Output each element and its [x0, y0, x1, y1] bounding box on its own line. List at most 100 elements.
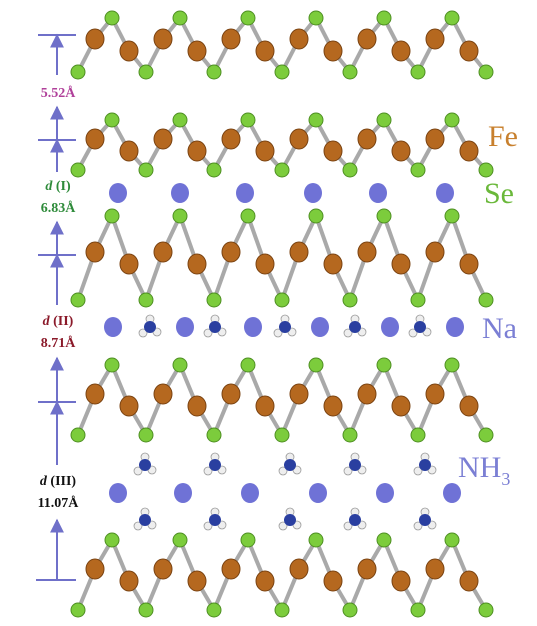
structure-diagram: 5.52Å d (I) 6.83Å d (II) 8.71Å d (III) 1…: [0, 0, 537, 626]
fe-atom: [86, 29, 104, 49]
se-atom: [173, 11, 187, 25]
fe-atom: [392, 396, 410, 416]
se-atom: [275, 603, 289, 617]
n-atom: [414, 321, 426, 333]
fe-atom: [426, 384, 444, 404]
fe-atom: [358, 384, 376, 404]
se-atom: [207, 428, 221, 442]
fe-atom: [290, 29, 308, 49]
n-atom: [139, 514, 151, 526]
fe-atom: [222, 242, 240, 262]
se-atom: [139, 603, 153, 617]
n-atom: [209, 514, 221, 526]
n-atom: [349, 514, 361, 526]
na-atom: [309, 483, 327, 503]
se-atom: [71, 163, 85, 177]
fe-atom: [426, 129, 444, 149]
se-atom: [207, 65, 221, 79]
atoms: [71, 11, 493, 617]
spacing-label: d (II): [43, 314, 74, 329]
fe-atom: [324, 41, 342, 61]
fe-atom: [222, 384, 240, 404]
n-atom: [419, 459, 431, 471]
se-atom: [105, 113, 119, 127]
se-atom: [139, 163, 153, 177]
subscript: 3: [501, 469, 510, 489]
na-atom: [174, 483, 192, 503]
fe-atom: [290, 559, 308, 579]
spacing-value: 8.71Å: [41, 335, 77, 351]
fe-atom: [324, 571, 342, 591]
na-atom: [304, 183, 322, 203]
se-atom: [445, 209, 459, 223]
na-atom: [369, 183, 387, 203]
se-atom: [71, 603, 85, 617]
n-atom: [284, 514, 296, 526]
se-atom: [377, 113, 391, 127]
n-atom: [284, 459, 296, 471]
fe-atom: [392, 254, 410, 274]
se-atom: [241, 11, 255, 25]
se-atom: [139, 293, 153, 307]
n-atom: [279, 321, 291, 333]
se-atom: [411, 65, 425, 79]
na-atom: [446, 317, 464, 337]
se-atom: [139, 65, 153, 79]
fe-atom: [154, 29, 172, 49]
fe-atom: [188, 141, 206, 161]
na-atom: [236, 183, 254, 203]
se-atom: [309, 11, 323, 25]
fe-atom: [460, 41, 478, 61]
fe-atom: [154, 559, 172, 579]
fe-atom: [120, 571, 138, 591]
fe-atom: [290, 129, 308, 149]
legend-se: Se: [484, 177, 514, 210]
se-atom: [105, 11, 119, 25]
se-atom: [445, 358, 459, 372]
index: (III): [50, 474, 76, 489]
fe-atom: [86, 384, 104, 404]
se-atom: [241, 113, 255, 127]
se-atom: [275, 65, 289, 79]
fe-atom: [188, 254, 206, 274]
fe-atom: [256, 396, 274, 416]
fe-atom: [86, 559, 104, 579]
fe-atom: [460, 141, 478, 161]
spacing-value: 11.07Å: [38, 495, 80, 511]
fe-atom: [426, 559, 444, 579]
se-atom: [105, 533, 119, 547]
se-atom: [207, 603, 221, 617]
se-atom: [309, 209, 323, 223]
spacing-label: d (I): [45, 179, 71, 194]
formula: NH: [458, 451, 501, 484]
fe-atom: [154, 242, 172, 262]
fe-atom: [358, 559, 376, 579]
fe-atom: [324, 141, 342, 161]
se-atom: [241, 358, 255, 372]
fe-atom: [120, 141, 138, 161]
se-atom: [479, 163, 493, 177]
se-atom: [479, 603, 493, 617]
fe-atom: [256, 571, 274, 591]
se-atom: [479, 293, 493, 307]
se-atom: [139, 428, 153, 442]
fe-atom: [154, 384, 172, 404]
se-atom: [479, 65, 493, 79]
se-atom: [411, 603, 425, 617]
n-atom: [139, 459, 151, 471]
fe-atom: [256, 41, 274, 61]
se-atom: [173, 533, 187, 547]
na-atom: [171, 183, 189, 203]
fe-atom: [460, 396, 478, 416]
se-atom: [207, 293, 221, 307]
na-atom: [241, 483, 259, 503]
legend-nh3: NH3: [458, 451, 510, 489]
spacing-label: d (III): [40, 474, 77, 489]
symbol: d: [40, 474, 48, 489]
se-atom: [343, 163, 357, 177]
fe-atom: [392, 141, 410, 161]
na-atom: [109, 483, 127, 503]
fe-atom: [120, 41, 138, 61]
se-atom: [309, 113, 323, 127]
symbol: d: [45, 179, 53, 194]
